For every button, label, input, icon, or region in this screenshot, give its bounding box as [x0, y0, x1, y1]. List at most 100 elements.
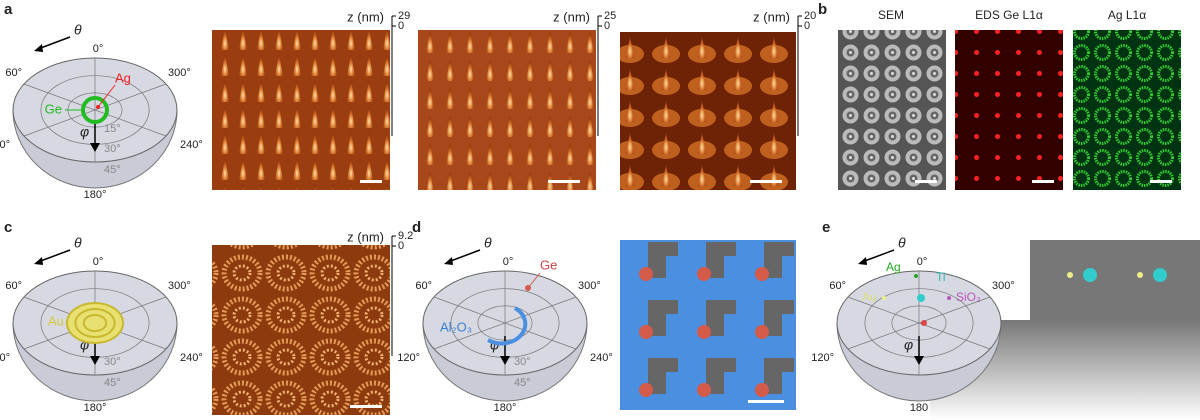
azimuth-label: 60° — [5, 67, 22, 79]
polar-label: 45° — [104, 377, 121, 389]
theta-label: θ — [74, 235, 82, 251]
material-label: Au — [862, 290, 877, 304]
colorbar-title: z (nm) — [347, 9, 384, 24]
scale-bar — [548, 180, 580, 183]
al2o3-arc — [487, 306, 528, 346]
azimuth-label: 300° — [578, 280, 601, 292]
material-label: Ag — [115, 70, 131, 85]
polar-label: 30° — [104, 143, 121, 155]
azimuth-label: 180° — [494, 402, 517, 414]
material-label: Au — [48, 313, 64, 328]
sio2-dot — [947, 296, 951, 300]
image-title: EDS Ge L1α — [975, 8, 1043, 22]
azimuth-label: 240° — [180, 352, 203, 364]
phi-label: φ — [904, 337, 913, 353]
polar-label: 45° — [104, 164, 121, 176]
phi-label: φ — [80, 124, 89, 140]
scale-bar — [360, 180, 382, 183]
model-dot — [1137, 272, 1143, 278]
material-label: Al₂O₃ — [440, 319, 472, 334]
colorbar-min: 0 — [398, 20, 404, 32]
panel-label: d — [412, 219, 421, 236]
hemisphere: θ φ 0° 300° 240° 180° 120° 60° 30° 45° Au — [0, 235, 203, 414]
scale-bar — [748, 400, 784, 403]
polar-label: 30° — [514, 356, 531, 368]
colorbar-min: 0 — [398, 240, 404, 252]
panel-label: c — [4, 219, 12, 236]
theta-arrow — [37, 36, 71, 50]
azimuth-label: 240° — [590, 352, 613, 364]
hemisphere: θ φ 0° 300° 120° 60° 180 Ag Ti Au SiO₂ — [811, 235, 1015, 414]
theta-arrow — [447, 249, 481, 263]
azimuth-label: 0° — [93, 256, 104, 268]
phi-label: φ — [80, 337, 89, 353]
scale-bar — [1032, 180, 1054, 183]
model-dot — [1067, 272, 1073, 278]
scale-bar — [750, 180, 782, 183]
colorbar-max: 29 — [398, 10, 410, 22]
colorbar-max: 9.2 — [398, 230, 413, 242]
azimuth-line — [23, 83, 167, 137]
panel-label: a — [4, 1, 13, 18]
colorbar-min: 0 — [604, 20, 610, 32]
red-dot — [921, 320, 927, 326]
afm-image — [620, 32, 796, 190]
azimuth-line — [847, 296, 991, 350]
colorbar-min: 0 — [804, 20, 810, 32]
material-label: Ge — [45, 101, 62, 116]
hemisphere: θ φ 0° 300° 240° 180° 120° 60° 15° 30° 45° Ag Ge — [0, 22, 203, 201]
azimuth-label: 120° — [0, 139, 10, 151]
arrow-head — [34, 44, 43, 52]
theta-label: θ — [898, 235, 906, 251]
arrow-head — [500, 356, 510, 365]
material-label: Ag — [886, 260, 901, 274]
azimuth-line — [433, 296, 577, 350]
polar-label: 15° — [104, 123, 121, 135]
material-label: Ge — [540, 257, 557, 272]
schematic-image — [620, 240, 796, 410]
colorbar-title: z (nm) — [347, 229, 384, 244]
theta-arrow — [37, 249, 71, 263]
au-ring — [82, 314, 108, 332]
azimuth-label: 60° — [5, 280, 22, 292]
azimuth-label: 240° — [180, 139, 203, 151]
polar-label: 30° — [104, 356, 121, 368]
ti-dot — [917, 294, 925, 302]
theta-arrow — [861, 249, 895, 263]
panel-label: e — [822, 219, 830, 236]
arrow-head — [914, 356, 924, 365]
azimuth-label: 60° — [415, 280, 432, 292]
azimuth-label: 300° — [992, 280, 1015, 292]
image-title: Ag L1α — [1108, 8, 1146, 22]
material-label: Ti — [936, 270, 946, 284]
arrow-head — [34, 257, 43, 265]
colorbar-title: z (nm) — [753, 9, 790, 24]
azimuth-label: 180 — [910, 402, 928, 414]
material-label: SiO₂ — [956, 290, 981, 304]
au-dot — [882, 296, 886, 300]
eds-image — [955, 30, 1063, 190]
theta-label: θ — [484, 235, 492, 251]
azimuth-label: 60° — [829, 280, 846, 292]
azimuth-label: 180° — [84, 402, 107, 414]
arrow-head — [858, 257, 867, 265]
scale-bar — [915, 180, 937, 183]
azimuth-label: 0° — [503, 256, 514, 268]
leader — [97, 84, 116, 108]
azimuth-label: 0° — [917, 256, 928, 268]
model-dot — [1083, 268, 1097, 282]
azimuth-label: 120° — [397, 352, 420, 364]
azimuth-label: 120° — [811, 352, 834, 364]
azimuth-label: 300° — [168, 67, 191, 79]
colorbar-max: 25 — [604, 10, 616, 22]
colorbar-max: 20 — [804, 10, 816, 22]
ag-dot — [914, 274, 918, 278]
azimuth-label: 120° — [0, 352, 10, 364]
panel-label: b — [818, 1, 827, 18]
arrow-head — [90, 143, 100, 152]
polar-label: 45° — [514, 377, 531, 389]
arrow-head — [90, 356, 100, 365]
eds-image — [1073, 30, 1181, 190]
